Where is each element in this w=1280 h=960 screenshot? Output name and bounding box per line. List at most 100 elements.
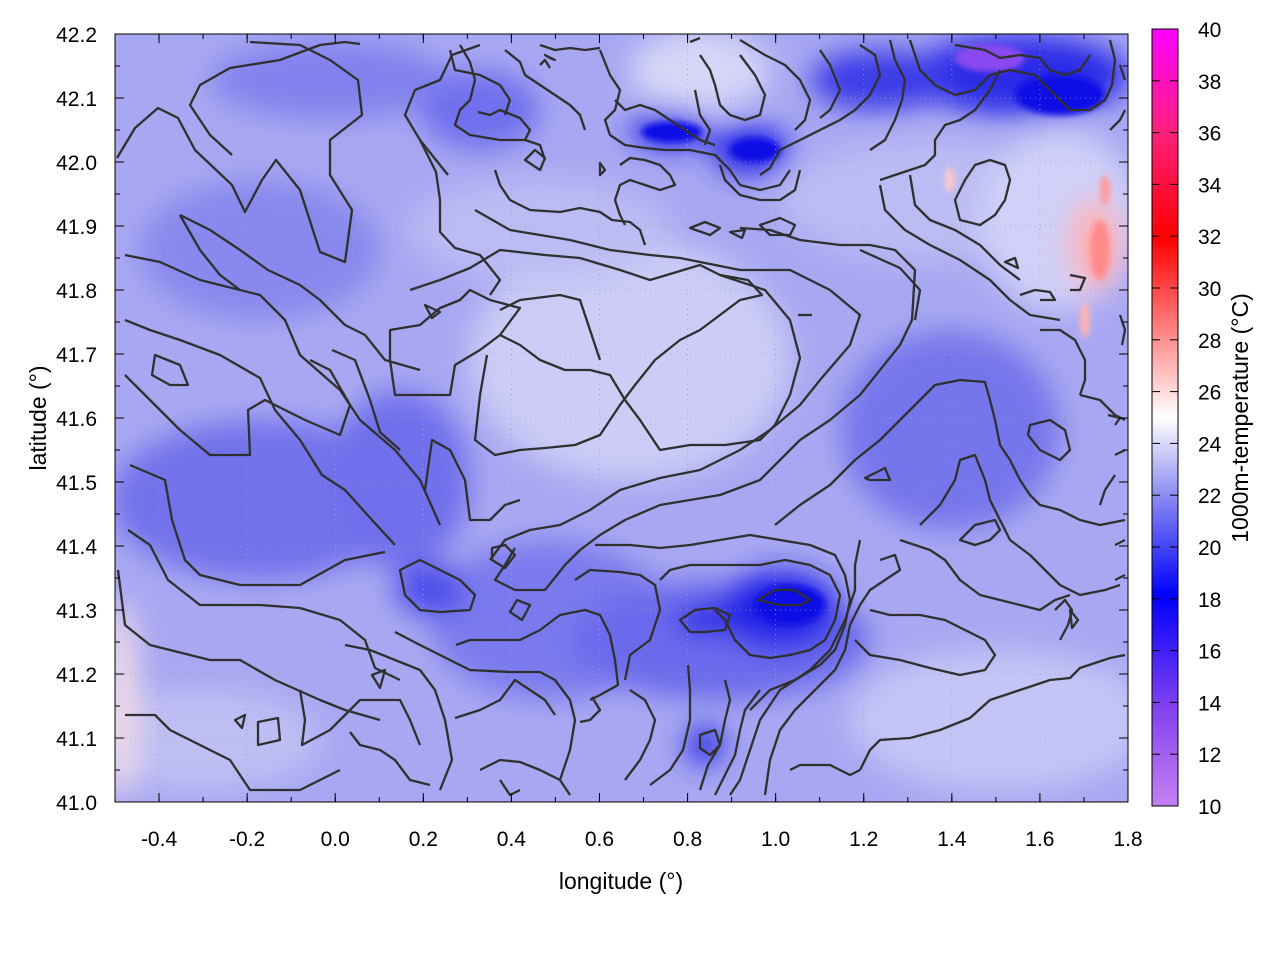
y-tick-label: 41.5 — [56, 472, 97, 495]
contour-line — [508, 598, 532, 622]
x-tick-label: -0.4 — [141, 828, 178, 851]
colorbar-tick-label: 18 — [1198, 589, 1221, 612]
contour-line — [1109, 109, 1127, 131]
colorbar-tick-label: 12 — [1198, 744, 1221, 767]
contour-line — [499, 779, 521, 797]
contour-line — [124, 318, 396, 546]
contour-line — [693, 89, 712, 146]
contour-lines — [116, 36, 1127, 797]
contour-line — [713, 689, 761, 796]
contour-line — [129, 463, 386, 587]
contour-line — [1069, 273, 1087, 292]
colorbar-tick-label: 30 — [1198, 278, 1221, 301]
contour-line — [678, 606, 732, 634]
contour-line — [899, 538, 1071, 612]
contour-line — [1003, 256, 1020, 270]
contour-line — [179, 213, 421, 372]
contour-line — [116, 40, 364, 264]
warm-region — [980, 130, 1128, 310]
contour-line — [1114, 448, 1126, 457]
contour-line — [698, 728, 722, 757]
warm-region — [115, 690, 320, 790]
contour-line — [1118, 314, 1127, 346]
cool-region — [420, 70, 540, 150]
contour-line — [423, 303, 442, 320]
contour-line — [349, 731, 431, 787]
contour-line — [1068, 608, 1080, 630]
warm-streak — [945, 168, 955, 192]
y-tick-label: 42.2 — [56, 24, 97, 47]
contour-line — [878, 184, 1061, 322]
contour-line — [614, 99, 716, 147]
warm-streak — [1100, 175, 1110, 205]
contour-line — [579, 696, 602, 724]
warm-region — [410, 180, 670, 280]
contour-line — [418, 139, 502, 296]
contour-line — [344, 40, 361, 46]
warm-region — [115, 600, 140, 800]
contour-line — [477, 108, 532, 141]
contour-line — [688, 220, 722, 237]
contour-line — [539, 43, 601, 52]
colorbar-title: 1000m-temperature (°C) — [1227, 293, 1253, 543]
colorbar-tick-label: 40 — [1198, 19, 1221, 42]
x-tick-label: -0.2 — [229, 828, 265, 851]
contour-line — [624, 689, 657, 781]
contour-line — [919, 453, 1121, 597]
contour-line — [499, 293, 602, 361]
contour-line — [1114, 538, 1126, 547]
contour-line — [879, 69, 1002, 182]
x-tick-label: 1.8 — [1113, 828, 1142, 851]
contour-line — [598, 161, 607, 177]
contour-line — [758, 216, 797, 237]
contour-line — [718, 164, 802, 202]
x-tick-label: 1.6 — [1025, 828, 1054, 851]
contour-line — [331, 348, 401, 451]
contour-line — [256, 716, 282, 747]
heatmap-field — [115, 34, 1128, 802]
contour-line — [598, 49, 791, 192]
warm-region — [850, 650, 1128, 790]
cold-region — [395, 565, 465, 615]
y-tick-label: 41.0 — [56, 792, 97, 815]
contour-line — [233, 713, 247, 730]
contour-line — [523, 148, 547, 172]
cool-region — [330, 390, 470, 570]
colorbar-tick-label: 36 — [1198, 123, 1221, 146]
contour-line — [474, 209, 862, 561]
contour-line — [479, 758, 571, 796]
contour-line — [756, 588, 812, 607]
cold-region — [810, 50, 950, 110]
colorbar-tick-label: 32 — [1198, 226, 1221, 249]
x-tick-labels: -0.4 -0.2 0.0 0.2 0.4 0.6 0.8 1.0 1.2 1.4 1.6 1.8 — [141, 828, 1143, 851]
y-tick-label: 41.8 — [56, 280, 97, 303]
x-tick-label: 1.4 — [937, 828, 967, 851]
x-tick-label: 0.2 — [409, 828, 438, 851]
x-tick-label: 1.0 — [761, 828, 790, 851]
contour-line — [150, 353, 190, 387]
contour-line — [659, 558, 842, 660]
contour-line — [1118, 64, 1127, 81]
colorbar-tick-label: 22 — [1198, 485, 1221, 508]
contour-line — [344, 643, 454, 791]
x-tick-label: 0.4 — [497, 828, 527, 851]
contour-line — [954, 43, 1091, 77]
contour-line — [448, 49, 512, 116]
colorbar-tick-label: 10 — [1198, 796, 1221, 819]
contour-line — [490, 543, 517, 570]
contour-line — [728, 228, 747, 240]
colorbar-ticks — [1152, 28, 1178, 807]
contour-line — [958, 518, 1002, 547]
y-tick-label: 42.1 — [56, 88, 97, 111]
contour-line — [858, 653, 1126, 771]
contour-line — [729, 539, 862, 796]
warm-region — [630, 34, 770, 110]
contour-line — [595, 533, 852, 711]
contour-line — [759, 44, 882, 176]
y-tick-label: 41.3 — [56, 600, 97, 623]
y-tick-label: 41.2 — [56, 664, 97, 687]
contour-line — [124, 253, 442, 526]
contour-line — [394, 630, 577, 781]
contour-line — [493, 169, 647, 246]
